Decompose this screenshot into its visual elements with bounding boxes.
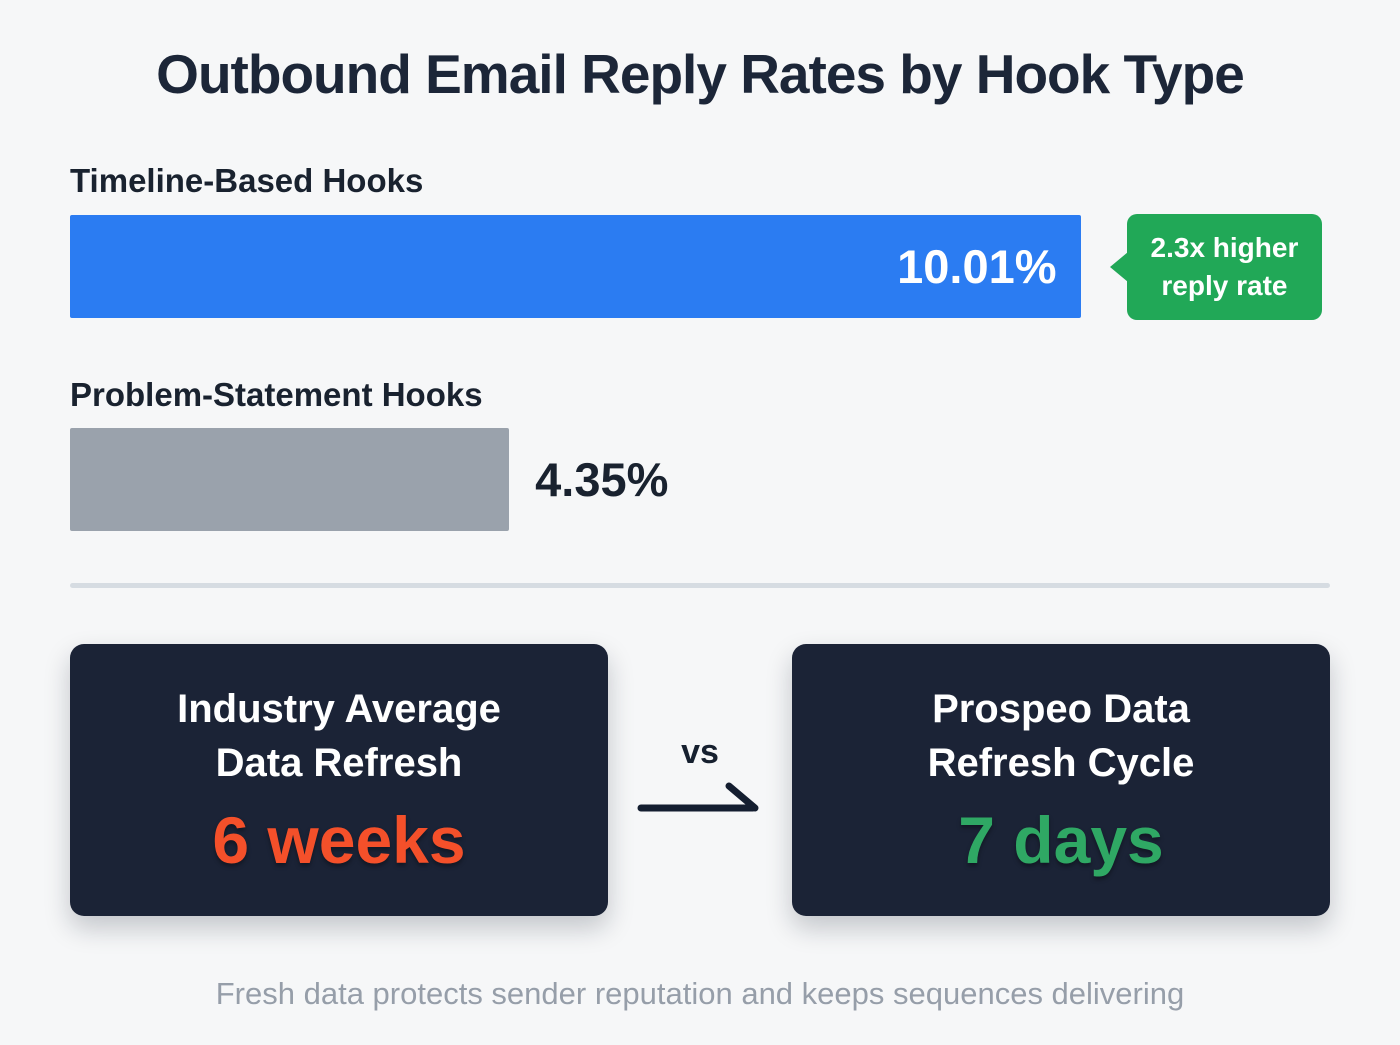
card-industry-value: 6 weeks [212,802,466,877]
card-industry-title-line1: Industry Average [177,686,501,731]
vs-arrow-group: vs [635,733,765,827]
card-prospeo-title-line2: Refresh Cycle [927,740,1195,785]
bar-value-problem: 4.35% [535,452,669,506]
card-prospeo-title-line1: Prospeo Data [932,686,1190,731]
card-prospeo: Prospeo Data Refresh Cycle 7 days [792,643,1330,916]
bar-row-problem: 4.35% [70,427,1330,531]
right-arrow-icon [635,774,765,827]
bar-label-problem: Problem-Statement Hooks [70,375,483,413]
bar-value-timeline: 10.01% [897,240,1057,294]
bar-problem [70,427,510,531]
bar-label-timeline: Timeline-Based Hooks [70,162,424,199]
page-title: Outbound Email Reply Rates by Hook Type [156,43,1245,105]
card-industry-title: Industry Average Data Refresh [177,682,501,790]
card-prospeo-value: 7 days [958,802,1164,877]
card-industry-title-line2: Data Refresh [215,740,463,785]
vs-label: vs [681,732,719,771]
bar-row-timeline: 10.01% 2.3x higher reply rate [70,214,1330,320]
section-divider [70,582,1330,588]
card-industry-average: Industry Average Data Refresh 6 weeks [70,643,608,916]
comparison-section: Industry Average Data Refresh 6 weeks vs… [70,643,1330,916]
higher-reply-rate-badge: 2.3x higher reply rate [1126,214,1323,320]
badge-line2: reply rate [1161,269,1288,301]
bar-timeline: 10.01% [70,215,1081,319]
footer-caption: Fresh data protects sender reputation an… [215,975,1185,1011]
badge-line1: 2.3x higher [1150,232,1299,263]
card-prospeo-title: Prospeo Data Refresh Cycle [928,682,1195,790]
